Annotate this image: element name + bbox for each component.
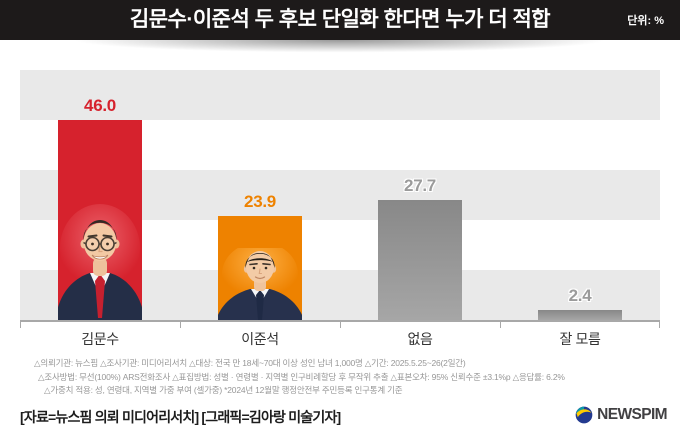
page-title: 김문수·이준석 두 후보 단일화 한다면 누가 더 적합	[129, 8, 551, 31]
axis-tick	[340, 320, 341, 328]
unit-label: 단위: %	[627, 15, 664, 27]
footnote-line-1: △의뢰기관: 뉴스핌 △조사기관: 미디어리서치 △대상: 전국 만 18세~7…	[34, 358, 466, 368]
bar-none	[378, 200, 462, 320]
footnote-line-3: △가중치 적용: 성, 연령대, 지역별 가중 부여 (셀가중) *2024년 …	[44, 385, 403, 395]
bar-value-dont-know: 2.4	[568, 286, 592, 305]
newspim-logo-icon	[575, 406, 593, 424]
bar-group-dont-know: 2.4	[500, 70, 660, 320]
kim-moon-soo-photo	[58, 204, 142, 320]
bar-group-lee-jun-seok: 23.9	[180, 70, 340, 320]
title-bar: 김문수·이준석 두 후보 단일화 한다면 누가 더 적합 단위: %	[0, 0, 680, 56]
newspim-logo-text: NEWSPIM	[597, 406, 667, 423]
bar-group-kim-moon-soo: 46.0	[20, 70, 180, 320]
footnote-line-2: △조사방법: 무선(100%) ARS전화조사 △표집방법: 성별 · 연령별 …	[38, 371, 565, 382]
bar-value-lee-jun-seok: 23.9	[244, 192, 276, 211]
bar-lee-jun-seok	[218, 216, 302, 320]
axis-tick	[659, 320, 660, 328]
bar-dont-know	[538, 310, 622, 320]
bar-kim-moon-soo	[58, 120, 142, 320]
axis-tick	[20, 320, 21, 328]
source-credit: [자료=뉴스핌 의뢰 미디어리서치] [그래픽=김아랑 미술기자]	[20, 409, 341, 425]
bar-group-none: 27.7	[340, 70, 500, 320]
category-label-dont-know: 잘 모름	[559, 331, 601, 347]
newspim-brand: NEWSPIM	[574, 405, 668, 425]
lee-jun-seok-photo	[218, 248, 302, 320]
bar-value-kim-moon-soo: 46.0	[84, 96, 116, 115]
category-label-kim-moon-soo: 김문수	[81, 331, 119, 347]
category-label-none: 없음	[407, 331, 433, 347]
bar-value-none: 27.7	[404, 176, 436, 195]
axis-tick	[180, 320, 181, 328]
axis-tick	[500, 320, 501, 328]
category-label-lee-jun-seok: 이준석	[241, 331, 279, 347]
survey-footnotes: △의뢰기관: 뉴스핌 △조사기관: 미디어리서치 △대상: 전국 만 18세~7…	[34, 357, 664, 398]
